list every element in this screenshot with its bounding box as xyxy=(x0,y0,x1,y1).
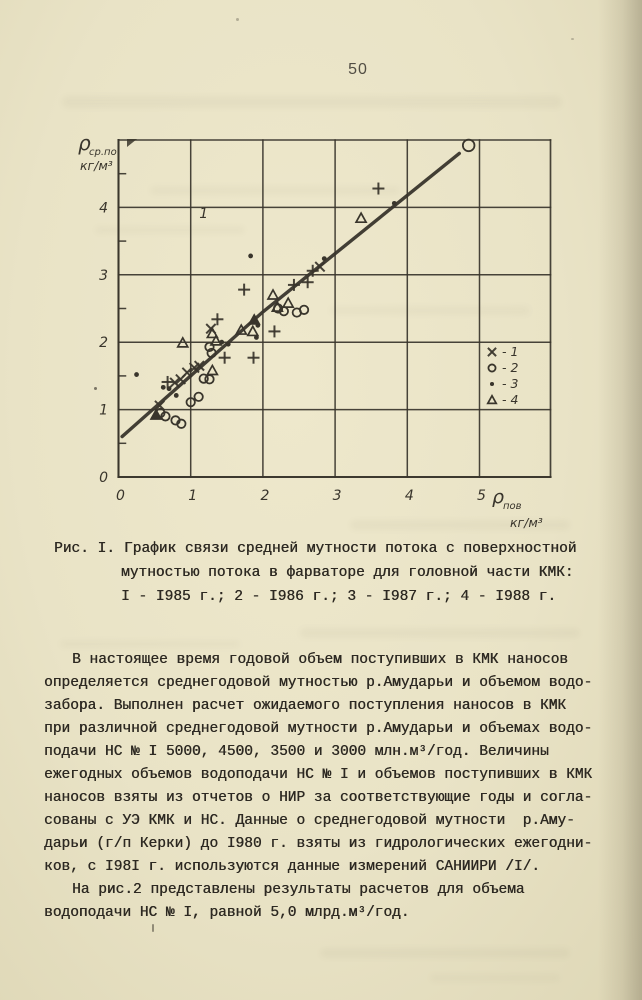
data-point-x xyxy=(188,362,200,374)
legend-label: - 1 xyxy=(502,344,518,359)
ink-speck xyxy=(571,38,574,40)
x-tick-label: 3 xyxy=(333,488,342,504)
caption-line: Рис. I. График связи средней мутности пот… xyxy=(54,537,614,561)
data-point-dot xyxy=(489,381,495,387)
data-point-circle xyxy=(193,391,204,402)
data-point-dot xyxy=(160,384,166,390)
caption-line: I - I985 г.; 2 - I986 г.; 3 - I987 г.; 4… xyxy=(121,589,557,605)
ink-speck xyxy=(152,924,154,932)
caption-text: График связи средней мутности потока с п… xyxy=(123,541,577,557)
x-axis-symbol: ρ xyxy=(492,486,504,508)
y-tick-label: 0 xyxy=(99,470,108,486)
data-point-triangle xyxy=(176,336,190,348)
bleed-artifact xyxy=(60,640,240,648)
y-tick-label: 4 xyxy=(99,200,108,216)
bleed-artifact xyxy=(150,186,400,195)
y-tick-label: 2 xyxy=(99,335,108,351)
bleed-artifact xyxy=(62,96,562,108)
trend-line xyxy=(120,151,461,439)
y-axis-symbol: ρ xyxy=(78,131,91,155)
data-point-dot xyxy=(173,393,179,398)
x-tick-label: 0 xyxy=(116,488,125,504)
data-point-triangle xyxy=(209,334,223,346)
paragraph-line: водоподачи НС № I, равной 5,0 млрд.м³/го… xyxy=(44,905,410,921)
y-axis-units: кг/м³ xyxy=(80,158,113,173)
data-point-triangle xyxy=(354,211,368,224)
paragraph-line: В настоящее время годовой объем поступив… xyxy=(72,652,568,668)
data-point-dot xyxy=(254,335,259,340)
paragraph-line: ежегодных объемов водоподачи НС № I и об… xyxy=(44,767,593,783)
paragraph-line: дарьи (г/п Керки) до I980 г. взяты из ги… xyxy=(44,836,593,852)
data-point-circle xyxy=(185,397,196,408)
paragraph-line: подачи НС № I 5000, 4500, 3500 и 3000 мл… xyxy=(44,744,549,760)
data-point-triangle xyxy=(486,393,498,405)
data-point-x xyxy=(181,367,193,378)
paragraph-line: На рис.2 представлены результаты расчето… xyxy=(72,882,525,898)
paragraph-line: ков, с I98I г. используются данные измер… xyxy=(44,859,540,875)
figure-caption: Рис. I. График связи средней мутности пот… xyxy=(54,537,614,609)
bleed-artifact xyxy=(430,974,560,982)
caption-figure-label: Рис. I. xyxy=(54,541,115,557)
x-tick-label: 2 xyxy=(260,488,269,504)
data-point-circle xyxy=(176,418,187,429)
bleed-artifact xyxy=(95,226,245,234)
legend-label: - 2 xyxy=(502,360,518,375)
x-tick-label: 5 xyxy=(477,488,486,504)
paragraph-line: наносов взяты из отчетов о НИР за соотве… xyxy=(44,790,593,806)
bleed-artifact xyxy=(330,306,530,315)
data-point-circle xyxy=(298,304,310,315)
data-point-circle xyxy=(160,411,171,422)
line-annotation: 1 xyxy=(199,206,208,222)
x-axis-units: кг/м³ xyxy=(510,515,543,530)
data-point-circle xyxy=(198,373,209,384)
data-point-triangle xyxy=(270,300,284,313)
x-axis-subscript: пов xyxy=(503,501,522,512)
data-point-x xyxy=(487,347,497,357)
bleed-artifact xyxy=(300,628,580,638)
data-point-dot xyxy=(134,372,139,377)
page-edge-shadow xyxy=(598,0,642,1000)
data-point-triangle xyxy=(281,296,295,308)
legend-label: - 4 xyxy=(502,392,518,407)
bleed-artifact xyxy=(350,520,570,530)
x-tick-label: 1 xyxy=(188,488,197,504)
data-point-triangle xyxy=(205,326,219,339)
data-point-circle xyxy=(487,363,497,373)
data-point-triangle xyxy=(266,288,280,300)
y-tick-label: 1 xyxy=(99,403,108,419)
paragraph-line: забора. Выполнен расчет ожидаемого посту… xyxy=(44,698,567,714)
ink-speck xyxy=(236,18,239,21)
data-point-triangle xyxy=(149,408,163,420)
data-point-circle xyxy=(204,341,215,353)
y-tick-label: 3 xyxy=(99,268,108,284)
paragraph-line: при различной среднегодовой мутности р.А… xyxy=(44,721,593,737)
legend-label: - 3 xyxy=(502,376,518,391)
data-point-circle xyxy=(204,374,215,385)
body-text: В настоящее время годовой объем поступив… xyxy=(44,649,629,925)
data-point-circle xyxy=(461,138,476,153)
data-point-x xyxy=(169,377,181,389)
data-point-dot xyxy=(166,386,172,392)
paragraph-line: сованы с УЭ КМК и НС. Данные о среднегод… xyxy=(44,813,575,829)
data-point-x xyxy=(205,323,217,335)
y-axis-subscript: ср.по xyxy=(89,147,117,158)
x-tick-label: 4 xyxy=(405,488,414,504)
caption-line: мутностью потока в фарваторе для головно… xyxy=(121,565,574,581)
data-point-triangle xyxy=(205,363,219,376)
page-number: 50 xyxy=(348,61,368,78)
ink-speck xyxy=(94,387,97,390)
ink-blot xyxy=(127,139,137,147)
bleed-artifact xyxy=(320,948,570,958)
data-point-dot xyxy=(248,253,254,259)
paragraph-line: определяется среднегодовой мутностью р.А… xyxy=(44,675,593,691)
data-point-triangle xyxy=(246,324,260,337)
